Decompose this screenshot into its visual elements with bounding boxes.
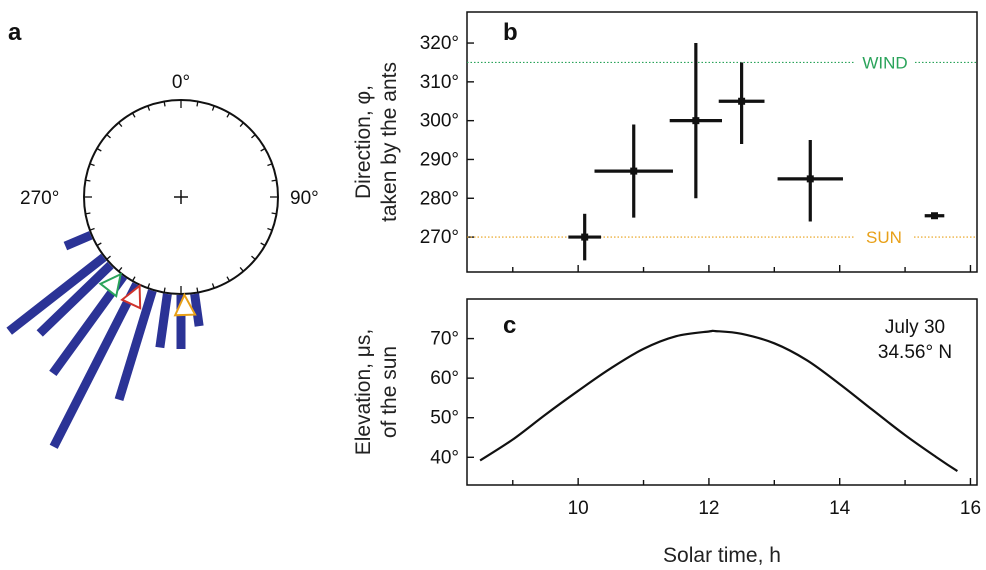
compass-tick — [226, 112, 231, 118]
panel-c-letter: c — [503, 312, 516, 339]
panel-a-circular-plot: 0° 90° 270° — [6, 72, 319, 449]
data-point — [630, 167, 638, 175]
direction-markers — [98, 272, 197, 317]
panel-c-ticks: 40° 50° 60° 70° 10 12 14 16 — [430, 329, 981, 519]
direction-bar — [190, 293, 204, 327]
compass-tick — [271, 212, 277, 215]
panel-b-ticks: 270° 280° 290° 300° 310° 320° — [420, 33, 972, 272]
data-point — [806, 175, 814, 183]
panel-b-direction-plot: 270° 280° 290° 300° 310° 320° WIND SUN Directi… — [352, 11, 978, 273]
compass-tick — [147, 283, 151, 289]
panel-c-ytick-label: 60° — [430, 368, 459, 389]
reference-label-wind: WIND — [862, 53, 907, 72]
panel-c-ytick-label: 50° — [430, 408, 459, 429]
data-point — [931, 212, 938, 220]
direction-bar — [63, 231, 93, 251]
panel-b-ytick-label: 320° — [420, 33, 459, 54]
panel-c-xlabel: Solar time, h — [663, 544, 781, 567]
compass-label-0: 0° — [172, 72, 190, 93]
direction-bar — [6, 253, 107, 335]
other-marker — [120, 283, 142, 310]
compass-tick — [106, 134, 111, 139]
compass-tick — [239, 267, 244, 272]
compass-tick — [271, 179, 277, 182]
compass-tick — [251, 134, 256, 139]
panel-c-elevation-plot: 40° 50° 60° 70° 10 12 14 16 July 30 34.56° N El… — [352, 298, 981, 567]
panel-b-ytick-label: 280° — [420, 188, 459, 209]
panel-c-xtick-label: 12 — [698, 498, 719, 519]
panel-c-annotation-date: July 30 — [885, 317, 945, 338]
compass-tick — [211, 105, 215, 111]
direction-bar — [36, 261, 114, 337]
compass-tick — [267, 163, 273, 167]
data-point — [692, 117, 700, 125]
compass-tick — [118, 267, 123, 272]
panel-c-ytick-label: 70° — [430, 329, 459, 350]
panel-c-xtick-label: 16 — [960, 498, 981, 519]
panel-c-annotation-latitude: 34.56° N — [878, 342, 952, 363]
direction-bars — [6, 231, 204, 449]
compass-tick — [251, 255, 256, 260]
panel-b-letter: b — [503, 19, 518, 46]
panel-b-ytick-label: 310° — [420, 72, 459, 93]
compass-tick — [85, 212, 91, 215]
compass-tick — [260, 147, 266, 152]
direction-bar — [49, 282, 141, 449]
panel-b-reference-lines: WIND SUN — [467, 53, 977, 247]
compass-tick — [131, 112, 136, 118]
direction-bar — [114, 289, 157, 402]
panel-c-ylabel-line1: Elevation, μs, — [352, 329, 375, 456]
panel-b-ylabel-line2: taken by the ants — [378, 62, 401, 222]
compass-tick — [89, 163, 95, 167]
compass-tick — [163, 101, 166, 107]
compass-tick — [131, 276, 136, 282]
panel-b-error-points — [568, 43, 945, 261]
wind-marker — [98, 272, 123, 298]
panel-c-frame — [466, 298, 978, 486]
compass-tick — [260, 242, 266, 247]
panel-c-xtick-label: 10 — [568, 498, 589, 519]
compass-tick — [267, 227, 273, 231]
compass-tick — [85, 179, 91, 182]
compass-tick — [147, 105, 151, 111]
compass-tick — [106, 255, 111, 260]
panel-a-letter: a — [8, 19, 22, 46]
direction-bar — [155, 293, 172, 349]
panel-c-xtick-label: 14 — [829, 498, 851, 519]
compass-tick — [96, 147, 102, 152]
compass-label-270: 270° — [20, 188, 59, 209]
compass-ticks — [84, 100, 278, 294]
compass-tick — [211, 283, 215, 289]
panel-c-ytick-label: 40° — [430, 447, 459, 468]
panel-b-ytick-label: 290° — [420, 149, 459, 170]
panel-b-ylabel-line1: Direction, φ, — [352, 85, 375, 199]
compass-tick — [163, 287, 166, 293]
compass-tick — [239, 122, 244, 127]
data-point — [738, 97, 746, 105]
reference-label-sun: SUN — [866, 228, 902, 247]
compass-tick — [118, 122, 123, 127]
sun-elevation-curve — [479, 329, 958, 473]
compass-tick — [196, 287, 199, 293]
panel-b-ytick-label: 300° — [420, 111, 459, 132]
compass-label-90: 90° — [290, 188, 319, 209]
data-point — [581, 233, 589, 241]
panel-c-ylabel-line2: of the sun — [378, 346, 401, 438]
panel-b-frame — [466, 11, 978, 273]
compass-tick — [96, 242, 102, 247]
compass-tick — [226, 276, 231, 282]
sun-marker — [173, 292, 197, 317]
compass-tick — [89, 227, 95, 231]
compass-tick — [196, 101, 199, 107]
panel-b-ytick-label: 270° — [420, 227, 459, 248]
